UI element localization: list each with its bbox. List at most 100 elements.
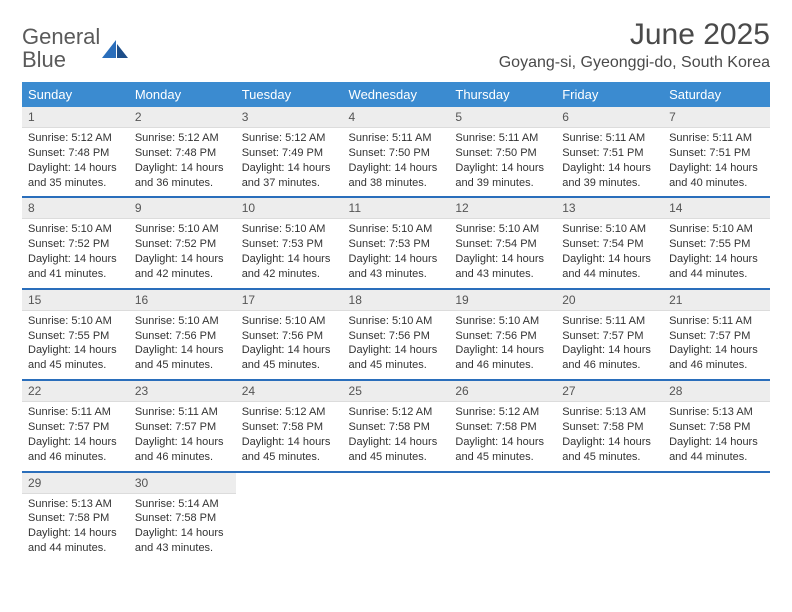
day-details: Sunrise: 5:11 AMSunset: 7:50 PMDaylight:…	[449, 128, 556, 196]
daylight-line: Daylight: 14 hours and 39 minutes.	[455, 161, 550, 191]
sunrise-line: Sunrise: 5:12 AM	[242, 131, 337, 146]
calendar-week: 1Sunrise: 5:12 AMSunset: 7:48 PMDaylight…	[22, 107, 770, 197]
sunset-line: Sunset: 7:50 PM	[455, 146, 550, 161]
day-details: Sunrise: 5:11 AMSunset: 7:51 PMDaylight:…	[556, 128, 663, 196]
calendar-cell: 19Sunrise: 5:10 AMSunset: 7:56 PMDayligh…	[449, 289, 556, 380]
sunrise-line: Sunrise: 5:12 AM	[349, 405, 444, 420]
daylight-line: Daylight: 14 hours and 40 minutes.	[669, 161, 764, 191]
day-number: 21	[663, 290, 770, 311]
sunrise-line: Sunrise: 5:10 AM	[28, 222, 123, 237]
daylight-line: Daylight: 14 hours and 46 minutes.	[135, 435, 230, 465]
calendar-cell: 30Sunrise: 5:14 AMSunset: 7:58 PMDayligh…	[129, 472, 236, 562]
sail-icon	[102, 40, 128, 58]
daylight-line: Daylight: 14 hours and 43 minutes.	[349, 252, 444, 282]
calendar-cell	[556, 472, 663, 562]
day-details: Sunrise: 5:10 AMSunset: 7:56 PMDaylight:…	[343, 311, 450, 379]
brand-logo: General Blue	[22, 26, 128, 72]
day-details: Sunrise: 5:11 AMSunset: 7:57 PMDaylight:…	[556, 311, 663, 379]
day-details: Sunrise: 5:12 AMSunset: 7:58 PMDaylight:…	[449, 402, 556, 470]
calendar-week: 29Sunrise: 5:13 AMSunset: 7:58 PMDayligh…	[22, 472, 770, 562]
day-number: 12	[449, 198, 556, 219]
daylight-line: Daylight: 14 hours and 45 minutes.	[562, 435, 657, 465]
day-details: Sunrise: 5:12 AMSunset: 7:58 PMDaylight:…	[236, 402, 343, 470]
day-details: Sunrise: 5:10 AMSunset: 7:52 PMDaylight:…	[22, 219, 129, 287]
sunrise-line: Sunrise: 5:10 AM	[242, 222, 337, 237]
sunrise-line: Sunrise: 5:10 AM	[455, 314, 550, 329]
day-number: 23	[129, 381, 236, 402]
day-number: 5	[449, 107, 556, 128]
daylight-line: Daylight: 14 hours and 46 minutes.	[455, 343, 550, 373]
sunset-line: Sunset: 7:56 PM	[135, 329, 230, 344]
day-number: 29	[22, 473, 129, 494]
sunrise-line: Sunrise: 5:10 AM	[669, 222, 764, 237]
sunset-line: Sunset: 7:53 PM	[349, 237, 444, 252]
calendar-cell	[663, 472, 770, 562]
calendar-cell: 24Sunrise: 5:12 AMSunset: 7:58 PMDayligh…	[236, 380, 343, 471]
calendar-week: 15Sunrise: 5:10 AMSunset: 7:55 PMDayligh…	[22, 289, 770, 380]
calendar-cell: 21Sunrise: 5:11 AMSunset: 7:57 PMDayligh…	[663, 289, 770, 380]
daylight-line: Daylight: 14 hours and 45 minutes.	[349, 343, 444, 373]
calendar-cell	[449, 472, 556, 562]
calendar-cell: 3Sunrise: 5:12 AMSunset: 7:49 PMDaylight…	[236, 107, 343, 197]
daylight-line: Daylight: 14 hours and 44 minutes.	[562, 252, 657, 282]
location-text: Goyang-si, Gyeonggi-do, South Korea	[499, 54, 770, 72]
day-number: 8	[22, 198, 129, 219]
sunrise-line: Sunrise: 5:14 AM	[135, 497, 230, 512]
day-details: Sunrise: 5:11 AMSunset: 7:50 PMDaylight:…	[343, 128, 450, 196]
day-details: Sunrise: 5:10 AMSunset: 7:53 PMDaylight:…	[343, 219, 450, 287]
day-details: Sunrise: 5:11 AMSunset: 7:57 PMDaylight:…	[22, 402, 129, 470]
sunrise-line: Sunrise: 5:13 AM	[562, 405, 657, 420]
sunset-line: Sunset: 7:58 PM	[562, 420, 657, 435]
calendar-cell: 25Sunrise: 5:12 AMSunset: 7:58 PMDayligh…	[343, 380, 450, 471]
title-block: June 2025 Goyang-si, Gyeonggi-do, South …	[499, 18, 770, 78]
calendar-cell: 7Sunrise: 5:11 AMSunset: 7:51 PMDaylight…	[663, 107, 770, 197]
sunset-line: Sunset: 7:51 PM	[562, 146, 657, 161]
sunrise-line: Sunrise: 5:11 AM	[669, 314, 764, 329]
day-number: 11	[343, 198, 450, 219]
calendar-cell: 1Sunrise: 5:12 AMSunset: 7:48 PMDaylight…	[22, 107, 129, 197]
day-number: 22	[22, 381, 129, 402]
calendar-cell: 6Sunrise: 5:11 AMSunset: 7:51 PMDaylight…	[556, 107, 663, 197]
day-header: Saturday	[663, 82, 770, 107]
sunset-line: Sunset: 7:56 PM	[242, 329, 337, 344]
calendar-cell: 29Sunrise: 5:13 AMSunset: 7:58 PMDayligh…	[22, 472, 129, 562]
sunrise-line: Sunrise: 5:12 AM	[455, 405, 550, 420]
sunset-line: Sunset: 7:58 PM	[242, 420, 337, 435]
day-details: Sunrise: 5:12 AMSunset: 7:58 PMDaylight:…	[343, 402, 450, 470]
daylight-line: Daylight: 14 hours and 35 minutes.	[28, 161, 123, 191]
sunset-line: Sunset: 7:58 PM	[455, 420, 550, 435]
day-number: 10	[236, 198, 343, 219]
day-number: 1	[22, 107, 129, 128]
calendar-week: 22Sunrise: 5:11 AMSunset: 7:57 PMDayligh…	[22, 380, 770, 471]
day-details: Sunrise: 5:13 AMSunset: 7:58 PMDaylight:…	[663, 402, 770, 470]
daylight-line: Daylight: 14 hours and 37 minutes.	[242, 161, 337, 191]
sunrise-line: Sunrise: 5:13 AM	[28, 497, 123, 512]
sunrise-line: Sunrise: 5:11 AM	[455, 131, 550, 146]
calendar-cell: 15Sunrise: 5:10 AMSunset: 7:55 PMDayligh…	[22, 289, 129, 380]
day-header: Monday	[129, 82, 236, 107]
day-number: 27	[556, 381, 663, 402]
sunrise-line: Sunrise: 5:10 AM	[242, 314, 337, 329]
sunset-line: Sunset: 7:58 PM	[669, 420, 764, 435]
sunrise-line: Sunrise: 5:10 AM	[349, 314, 444, 329]
brand-text: General Blue	[22, 26, 100, 72]
day-details: Sunrise: 5:12 AMSunset: 7:48 PMDaylight:…	[129, 128, 236, 196]
daylight-line: Daylight: 14 hours and 45 minutes.	[242, 343, 337, 373]
sunrise-line: Sunrise: 5:10 AM	[135, 222, 230, 237]
day-details: Sunrise: 5:10 AMSunset: 7:56 PMDaylight:…	[236, 311, 343, 379]
sunrise-line: Sunrise: 5:11 AM	[349, 131, 444, 146]
day-details: Sunrise: 5:12 AMSunset: 7:49 PMDaylight:…	[236, 128, 343, 196]
day-details: Sunrise: 5:14 AMSunset: 7:58 PMDaylight:…	[129, 494, 236, 562]
calendar-cell: 26Sunrise: 5:12 AMSunset: 7:58 PMDayligh…	[449, 380, 556, 471]
month-title: June 2025	[499, 18, 770, 52]
day-number: 7	[663, 107, 770, 128]
sunrise-line: Sunrise: 5:10 AM	[28, 314, 123, 329]
sunset-line: Sunset: 7:56 PM	[455, 329, 550, 344]
calendar-cell: 2Sunrise: 5:12 AMSunset: 7:48 PMDaylight…	[129, 107, 236, 197]
sunset-line: Sunset: 7:54 PM	[455, 237, 550, 252]
calendar-cell: 9Sunrise: 5:10 AMSunset: 7:52 PMDaylight…	[129, 197, 236, 288]
sunset-line: Sunset: 7:56 PM	[349, 329, 444, 344]
calendar-cell	[236, 472, 343, 562]
day-number: 2	[129, 107, 236, 128]
sunset-line: Sunset: 7:55 PM	[669, 237, 764, 252]
